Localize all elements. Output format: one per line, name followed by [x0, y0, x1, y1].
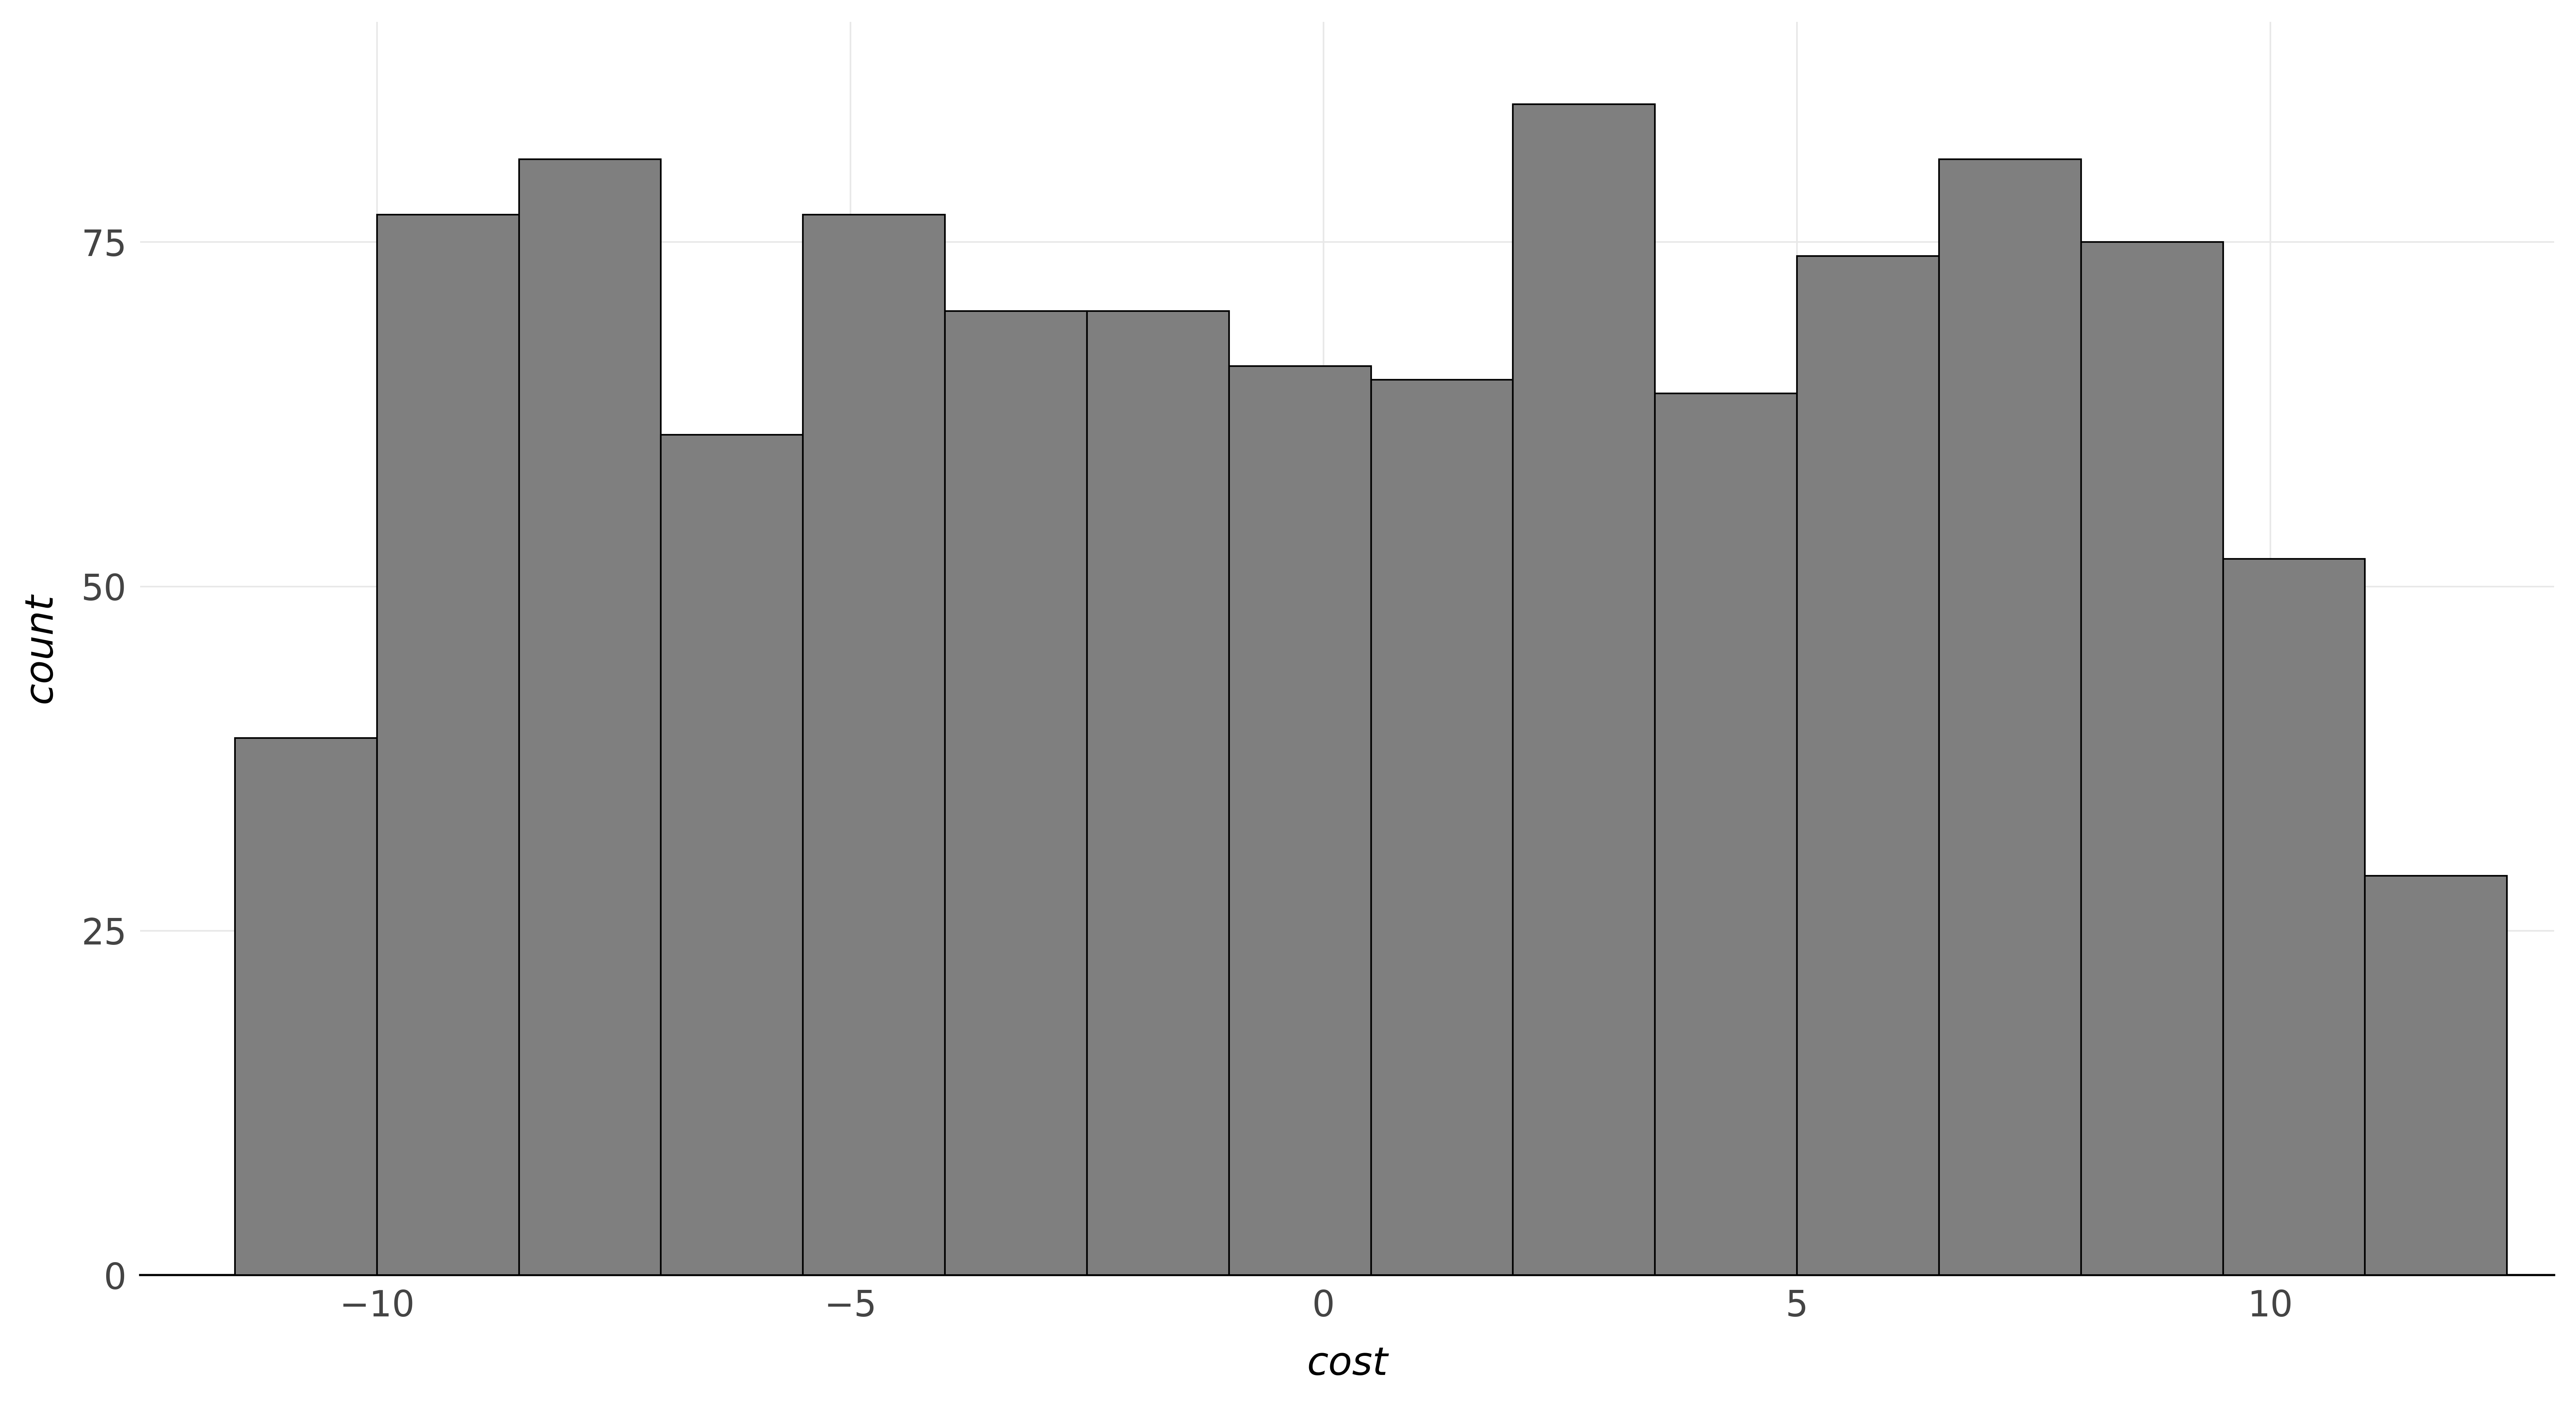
Bar: [2365, 875, 2506, 1276]
Bar: [1654, 393, 1798, 1276]
Bar: [1798, 256, 1940, 1276]
X-axis label: cost: cost: [1306, 1346, 1388, 1384]
Bar: [234, 738, 376, 1276]
Bar: [804, 215, 945, 1276]
Bar: [2081, 242, 2223, 1276]
Bar: [1370, 379, 1512, 1276]
Bar: [662, 436, 804, 1276]
Bar: [2223, 559, 2365, 1276]
Bar: [518, 159, 662, 1276]
Bar: [945, 311, 1087, 1276]
Bar: [1229, 367, 1370, 1276]
Y-axis label: count: count: [21, 593, 59, 704]
Bar: [1087, 311, 1229, 1276]
Bar: [1940, 159, 2081, 1276]
Bar: [376, 215, 518, 1276]
Bar: [1512, 104, 1654, 1276]
